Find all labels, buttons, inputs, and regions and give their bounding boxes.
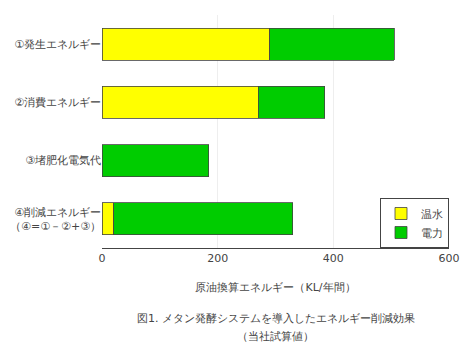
svg-text:③堵肥化電気代: ③堵肥化電気代 — [25, 154, 101, 167]
svg-text:温水: 温水 — [421, 208, 443, 221]
svg-text:0: 0 — [99, 252, 106, 265]
svg-text:①発生エネルギー: ①発生エネルギー — [14, 38, 101, 51]
svg-text:原油換算エネルギー（KL/年間）: 原油換算エネルギー（KL/年間） — [195, 281, 355, 294]
svg-text:②消費エネルギー: ②消費エネルギー — [14, 96, 101, 109]
svg-text:200: 200 — [207, 252, 228, 265]
svg-text:電力: 電力 — [421, 227, 443, 240]
svg-text:図1. メタン発酵システムを導入したエネルギー削減効果: 図1. メタン発酵システムを導入したエネルギー削減効果 — [137, 312, 415, 325]
svg-text:（当社試算値）: （当社試算値） — [237, 330, 314, 343]
svg-text:400: 400 — [323, 252, 344, 265]
svg-text:600: 600 — [439, 252, 460, 265]
svg-text:④削減エネルギー（④=①－②+③）: ④削減エネルギー（④=①－②+③） — [10, 206, 101, 233]
